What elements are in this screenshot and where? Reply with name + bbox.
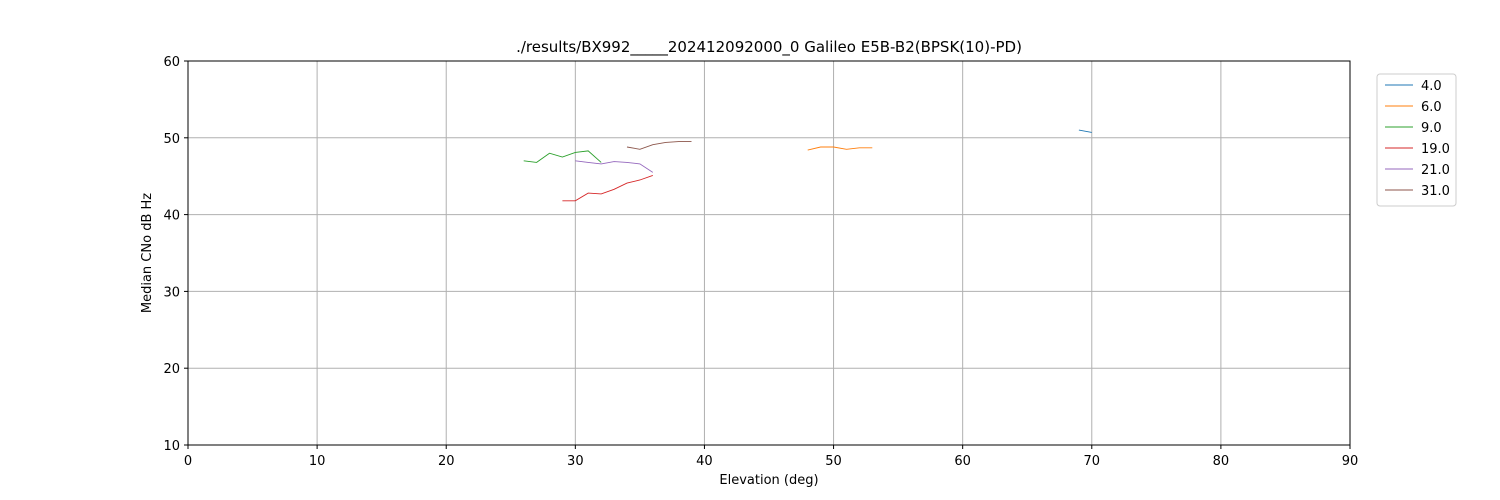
plot-frame: [187, 60, 1351, 446]
x-axis-label: Elevation (deg): [719, 473, 818, 488]
legend: 4.0 6.0 9.0 19.0 21.0 31.0: [1376, 73, 1457, 207]
series-line-21.0: [575, 160, 654, 173]
x-tick-label: 40: [696, 454, 713, 469]
x-axis: 0 10 20 30 40 50 60 70 80 90: [184, 445, 1358, 469]
x-tick-label: 30: [567, 454, 584, 469]
chart-title: ./results/BX992_____202412092000_0 Galil…: [516, 38, 1022, 57]
legend-label: 31.0: [1421, 184, 1450, 199]
plot-series: [523, 129, 1092, 202]
legend-label: 21.0: [1421, 163, 1450, 178]
series-line-31.0: [626, 141, 692, 150]
x-tick-label: 80: [1213, 454, 1230, 469]
y-tick-label: 30: [163, 285, 180, 300]
y-tick-label: 10: [163, 439, 180, 454]
x-tick-label: 90: [1342, 454, 1359, 469]
legend-label: 6.0: [1421, 100, 1442, 115]
x-tick-label: 70: [1084, 454, 1101, 469]
x-tick-label: 60: [954, 454, 971, 469]
y-tick-label: 40: [163, 209, 180, 224]
y-axis-label: Median CNo dB Hz: [140, 193, 155, 313]
x-tick-label: 20: [438, 454, 455, 469]
y-tick-label: 60: [163, 55, 180, 70]
x-tick-label: 0: [184, 454, 192, 469]
y-tick-label: 50: [163, 132, 180, 147]
legend-label: 19.0: [1421, 142, 1450, 157]
legend-label: 4.0: [1421, 79, 1442, 94]
legend-box: [1376, 73, 1457, 207]
legend-label: 9.0: [1421, 121, 1442, 136]
y-axis: 10 20 30 40 50 60: [163, 55, 188, 454]
x-tick-label: 50: [825, 454, 842, 469]
series-line-9.0: [523, 150, 602, 163]
grid: [187, 60, 1351, 446]
series-line-4.0: [1078, 129, 1092, 133]
series-line-6.0: [807, 146, 873, 151]
series-line-19.0: [562, 174, 653, 202]
x-tick-label: 10: [309, 454, 326, 469]
y-tick-label: 20: [163, 362, 180, 377]
